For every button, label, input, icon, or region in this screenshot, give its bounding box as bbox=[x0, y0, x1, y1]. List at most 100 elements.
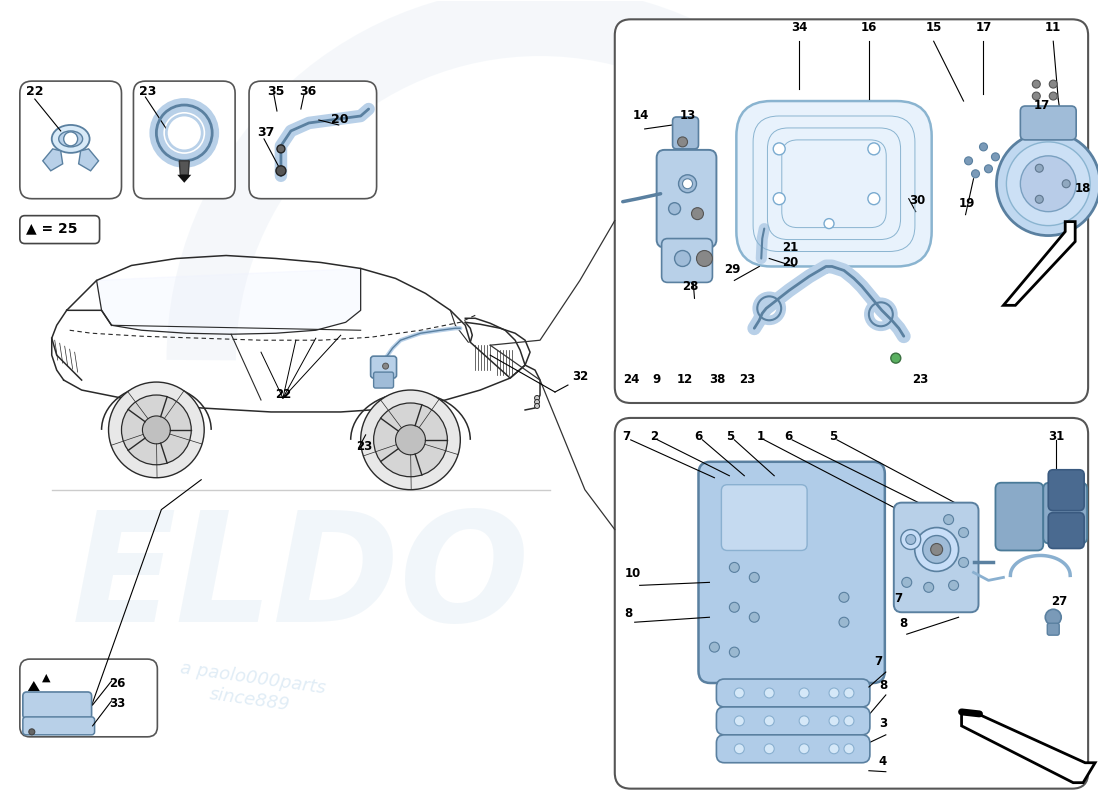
Circle shape bbox=[764, 716, 774, 726]
Circle shape bbox=[764, 688, 774, 698]
Text: 20: 20 bbox=[331, 113, 349, 126]
Circle shape bbox=[710, 642, 719, 652]
Circle shape bbox=[958, 527, 968, 538]
Circle shape bbox=[997, 132, 1100, 235]
Circle shape bbox=[923, 535, 950, 563]
Circle shape bbox=[396, 425, 426, 455]
Circle shape bbox=[749, 612, 759, 622]
Text: 37: 37 bbox=[257, 126, 274, 139]
Text: 6: 6 bbox=[694, 430, 703, 443]
Polygon shape bbox=[78, 149, 99, 170]
FancyBboxPatch shape bbox=[698, 462, 884, 683]
FancyBboxPatch shape bbox=[996, 482, 1043, 550]
Text: 29: 29 bbox=[725, 263, 740, 277]
FancyBboxPatch shape bbox=[716, 735, 870, 762]
FancyBboxPatch shape bbox=[1048, 470, 1085, 510]
Polygon shape bbox=[43, 149, 63, 170]
Circle shape bbox=[773, 193, 785, 205]
Text: 30: 30 bbox=[909, 194, 925, 206]
Circle shape bbox=[891, 353, 901, 363]
Circle shape bbox=[902, 578, 912, 587]
FancyBboxPatch shape bbox=[736, 101, 932, 266]
Circle shape bbox=[839, 592, 849, 602]
Circle shape bbox=[29, 729, 35, 735]
Text: 34: 34 bbox=[791, 22, 807, 34]
Circle shape bbox=[735, 744, 745, 754]
FancyBboxPatch shape bbox=[1048, 513, 1085, 549]
Circle shape bbox=[1063, 180, 1070, 188]
Circle shape bbox=[535, 399, 539, 405]
Circle shape bbox=[1035, 195, 1043, 203]
Circle shape bbox=[829, 688, 839, 698]
Circle shape bbox=[696, 250, 713, 266]
Text: 31: 31 bbox=[1048, 430, 1065, 443]
Circle shape bbox=[844, 688, 854, 698]
Text: 23: 23 bbox=[739, 373, 756, 386]
Circle shape bbox=[799, 744, 810, 754]
Circle shape bbox=[729, 602, 739, 612]
Circle shape bbox=[277, 145, 285, 153]
Circle shape bbox=[535, 395, 539, 401]
Circle shape bbox=[669, 202, 681, 214]
Circle shape bbox=[166, 115, 202, 151]
Circle shape bbox=[991, 153, 1000, 161]
Circle shape bbox=[971, 170, 979, 178]
Circle shape bbox=[905, 534, 915, 545]
FancyBboxPatch shape bbox=[1043, 482, 1087, 543]
Text: a paolo000parts
since889: a paolo000parts since889 bbox=[176, 659, 327, 718]
Circle shape bbox=[678, 137, 688, 147]
Text: 28: 28 bbox=[682, 280, 698, 294]
Circle shape bbox=[979, 143, 988, 151]
Text: 4: 4 bbox=[879, 754, 887, 768]
Circle shape bbox=[1045, 610, 1062, 626]
Circle shape bbox=[142, 416, 170, 444]
FancyBboxPatch shape bbox=[661, 238, 713, 282]
FancyBboxPatch shape bbox=[716, 679, 870, 707]
Circle shape bbox=[749, 572, 759, 582]
Circle shape bbox=[374, 403, 448, 477]
Polygon shape bbox=[97, 269, 361, 334]
Circle shape bbox=[901, 530, 921, 550]
Circle shape bbox=[1032, 92, 1041, 100]
Circle shape bbox=[839, 618, 849, 627]
Circle shape bbox=[844, 744, 854, 754]
Circle shape bbox=[829, 716, 839, 726]
Circle shape bbox=[383, 363, 388, 369]
Text: 27: 27 bbox=[1052, 595, 1067, 608]
Circle shape bbox=[735, 688, 745, 698]
Text: 16: 16 bbox=[860, 22, 877, 34]
Circle shape bbox=[735, 716, 745, 726]
Circle shape bbox=[1006, 142, 1090, 226]
Text: 18: 18 bbox=[1075, 182, 1091, 195]
Circle shape bbox=[674, 250, 691, 266]
Text: 2: 2 bbox=[650, 430, 658, 443]
Circle shape bbox=[535, 403, 539, 409]
FancyBboxPatch shape bbox=[1021, 106, 1076, 140]
Text: 7: 7 bbox=[873, 655, 882, 668]
Text: ▲: ▲ bbox=[42, 673, 51, 683]
Circle shape bbox=[931, 543, 943, 555]
Circle shape bbox=[944, 514, 954, 525]
Circle shape bbox=[121, 395, 191, 465]
Circle shape bbox=[915, 527, 958, 571]
FancyBboxPatch shape bbox=[20, 216, 100, 243]
Circle shape bbox=[1049, 92, 1057, 100]
Polygon shape bbox=[179, 161, 189, 174]
Text: 9: 9 bbox=[652, 373, 661, 386]
FancyBboxPatch shape bbox=[615, 19, 1088, 403]
Text: 22: 22 bbox=[25, 85, 43, 98]
FancyBboxPatch shape bbox=[615, 418, 1088, 789]
Text: 21: 21 bbox=[782, 241, 799, 254]
Polygon shape bbox=[1003, 222, 1075, 306]
Circle shape bbox=[965, 157, 972, 165]
Text: 1: 1 bbox=[757, 430, 764, 443]
Text: 19: 19 bbox=[958, 197, 975, 210]
Text: 7: 7 bbox=[623, 430, 631, 443]
FancyBboxPatch shape bbox=[657, 150, 716, 247]
Text: 20: 20 bbox=[782, 257, 799, 270]
Text: 14: 14 bbox=[632, 109, 649, 122]
Text: 7: 7 bbox=[894, 592, 902, 606]
Text: 17: 17 bbox=[1033, 99, 1049, 112]
FancyBboxPatch shape bbox=[672, 117, 698, 149]
Text: 10: 10 bbox=[625, 567, 641, 580]
